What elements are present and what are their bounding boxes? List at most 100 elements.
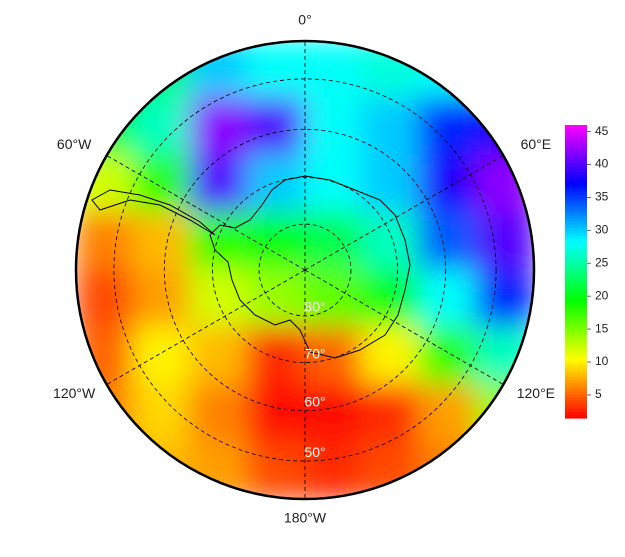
meridian-label: 0° (298, 12, 311, 28)
colorbar-step (565, 148, 587, 152)
field-cell (246, 440, 306, 499)
colorbar: 5 10 15 20 25 30 35 40 45 (565, 124, 609, 419)
field-cell (418, 383, 478, 443)
colorbar-step (565, 330, 587, 334)
meridian (106, 269, 306, 385)
colorbar-step (565, 333, 587, 337)
field-cell (475, 440, 534, 499)
colorbar-step (565, 207, 587, 211)
colorbar-step (565, 315, 587, 319)
colorbar-step (565, 385, 587, 390)
colorbar-step (565, 368, 587, 372)
colorbar-step (565, 253, 587, 258)
colorbar-step (565, 192, 587, 196)
colorbar-step (565, 409, 587, 413)
field-cell (304, 97, 364, 157)
colorbar-step (565, 344, 587, 349)
colorbar-step (565, 376, 587, 381)
colorbar-step (565, 242, 587, 246)
field-cell (189, 269, 249, 329)
field-cell (418, 211, 478, 271)
colorbar-step (565, 218, 587, 223)
field-cell (132, 383, 192, 443)
colorbar-step (565, 209, 587, 214)
colorbar-step (565, 365, 587, 369)
field-cell (246, 383, 306, 443)
field-cell (132, 97, 192, 157)
colorbar-step (565, 168, 587, 173)
colorbar-step (565, 142, 587, 147)
colorbar-step (565, 374, 587, 378)
colorbar-step (565, 154, 587, 158)
field-cell (132, 154, 192, 214)
colorbar-step (565, 297, 587, 302)
field-cell (418, 326, 478, 386)
colorbar-step (565, 215, 587, 220)
colorbar-step (565, 294, 587, 299)
colorbar-step (565, 174, 587, 179)
colorbar-step (565, 394, 587, 399)
colorbar-step (565, 362, 587, 366)
field-cell (189, 97, 249, 157)
colorbar-step (565, 133, 587, 138)
colorbar-tick-label: 5 (595, 387, 602, 401)
colorbar-step (565, 201, 587, 205)
colorbar-tick-label: 15 (595, 321, 609, 335)
field-cell (246, 41, 306, 100)
colorbar-step (565, 221, 587, 226)
colorbar-step (565, 171, 587, 176)
colorbar-step (565, 130, 587, 135)
field-cell (475, 269, 534, 329)
coastline (91, 175, 411, 359)
meridian (106, 155, 306, 271)
colorbar-step (565, 280, 587, 284)
colorbar-step (565, 166, 587, 170)
parallel-label: 60° (304, 393, 325, 409)
field-cell (304, 154, 364, 214)
field-cell (475, 154, 534, 214)
colorbar-step (565, 312, 587, 317)
colorbar-step (565, 309, 587, 314)
field-cell (361, 326, 421, 386)
field-cell (361, 154, 421, 214)
colorbar-step (565, 250, 587, 255)
field-cell (132, 211, 192, 271)
colorbar-step (565, 198, 587, 202)
field-cell (76, 269, 135, 329)
meridian-label: 180°W (284, 510, 327, 526)
field-cell (189, 154, 249, 214)
colorbar-step (565, 382, 587, 387)
field-cell (189, 326, 249, 386)
colorbar-step (565, 151, 587, 155)
field-cell (246, 269, 306, 329)
colorbar-step (565, 324, 587, 328)
colorbar-step (565, 125, 587, 129)
field-cell (304, 211, 364, 271)
parallel-label: 80° (304, 299, 325, 315)
colorbar-step (565, 397, 587, 402)
colorbar-step (565, 289, 587, 293)
colorbar-step (565, 283, 587, 287)
colorbar-step (565, 245, 587, 249)
colorbar-step (565, 347, 587, 352)
colorbar-step (565, 127, 587, 132)
colorbar-step (565, 145, 587, 150)
colorbar-step (565, 189, 587, 193)
field-cell (246, 326, 306, 386)
colorbar-step (565, 233, 587, 237)
parallel-label: 50° (304, 444, 325, 460)
colorbar-step (565, 356, 587, 360)
field-cell (132, 326, 192, 386)
field-cell (76, 440, 135, 499)
colorbar-step (565, 415, 587, 419)
colorbar-step (565, 224, 587, 229)
colorbar-step (565, 239, 587, 243)
map-border (74, 39, 536, 501)
field-cell (361, 269, 421, 329)
parallel-label: 70° (304, 345, 325, 361)
colorbar-step (565, 160, 587, 164)
colorbar-step (565, 403, 587, 407)
colorbar-step (565, 265, 587, 270)
colorbar-step (565, 318, 587, 322)
field-cell (189, 383, 249, 443)
